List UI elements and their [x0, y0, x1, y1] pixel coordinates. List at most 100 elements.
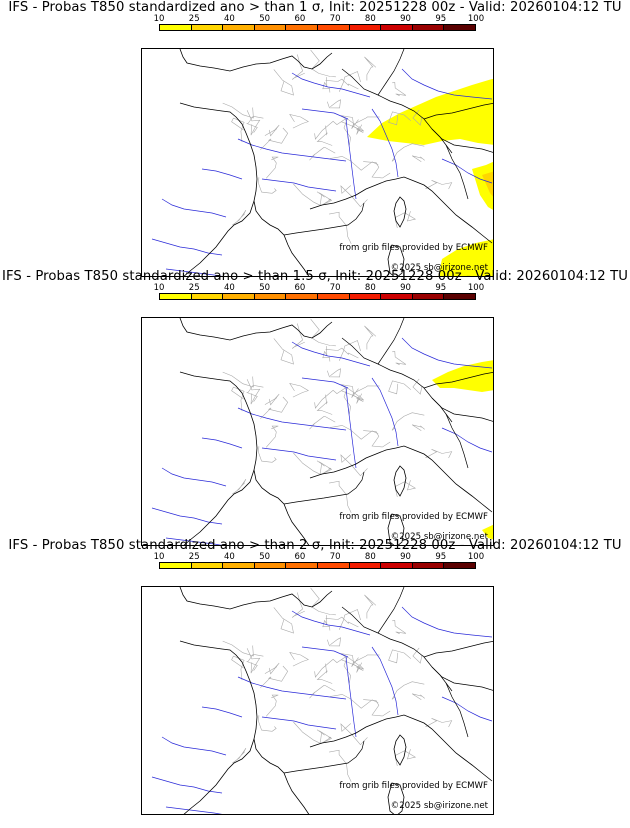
river: [151, 507, 223, 525]
department-border: [258, 715, 277, 732]
scale-tick-label: 50: [259, 283, 271, 293]
scale-color-cell: [317, 563, 350, 568]
department-border: [329, 425, 379, 440]
scale-tick-label: 40: [224, 283, 235, 293]
anomaly-area: [482, 171, 493, 197]
department-border: [231, 386, 245, 412]
river: [301, 108, 349, 120]
river: [291, 341, 371, 367]
department-border: [289, 382, 310, 398]
country-border: [445, 144, 469, 200]
country-border: [423, 641, 493, 658]
river: [237, 407, 347, 431]
country-border: [341, 606, 453, 692]
scale-tick-label: 95: [435, 552, 447, 562]
scale-tick-label: 100: [467, 552, 485, 562]
panel-title: IFS - Probas T850 standardized ano > tha…: [8, 538, 622, 553]
coastline: [183, 469, 255, 545]
department-border: [327, 637, 341, 647]
river: [371, 377, 399, 447]
panel-title: IFS - Probas T850 standardized ano > tha…: [1, 269, 628, 284]
department-border: [322, 346, 331, 362]
scale-color-cell: [412, 25, 445, 30]
scale-tick-label: 10: [153, 283, 165, 293]
department-border: [425, 718, 453, 728]
map-frame: from grib files provided by ECMWF ©2025 …: [141, 317, 494, 546]
department-border: [310, 318, 336, 347]
department-border: [222, 371, 254, 388]
coastline: [309, 176, 493, 244]
department-border: [327, 99, 341, 109]
scale-tick-label: 60: [294, 283, 306, 293]
scale-color-cell: [444, 294, 475, 299]
department-border: [246, 384, 264, 402]
river: [441, 696, 493, 722]
island: [393, 734, 407, 766]
scale-tick-label: 40: [224, 14, 235, 24]
department-border: [231, 655, 245, 681]
scale-labels: 10 25 40 50 60 70 80 90 95 100: [154, 283, 485, 293]
scale-color-cell: [412, 294, 445, 299]
department-border: [246, 115, 264, 133]
scale-tick-label: 80: [364, 14, 376, 24]
scale-color-cell: [412, 563, 445, 568]
credit-copyright: ©2025 sb@irizone.net: [390, 801, 488, 811]
river: [441, 158, 493, 184]
department-border: [351, 654, 380, 667]
scale-color-cell: [286, 25, 318, 30]
department-border: [351, 116, 380, 129]
scale-tick-label: 50: [259, 552, 271, 562]
department-border: [340, 723, 368, 746]
scale-color-cell: [349, 25, 382, 30]
department-border: [260, 396, 289, 419]
scale-tick-label: 60: [294, 14, 306, 24]
river: [371, 646, 399, 716]
department-border: [322, 77, 331, 93]
country-border: [445, 682, 469, 738]
island: [387, 513, 405, 545]
scale-tick-label: 90: [400, 552, 411, 562]
country-border: [431, 397, 493, 422]
coastline: [183, 200, 255, 276]
department-border: [232, 479, 247, 495]
scale-color-cell: [444, 25, 475, 30]
scale-tick-label: 70: [329, 14, 341, 24]
department-border: [291, 54, 305, 80]
country-border: [283, 740, 365, 774]
department-border: [338, 340, 361, 361]
department-border: [273, 607, 294, 634]
map-frame: from grib files provided by ECMWF ©2025 …: [141, 586, 494, 815]
river: [345, 387, 357, 469]
coastline: [183, 738, 255, 814]
scale-tick-label: 90: [400, 283, 411, 293]
department-border: [341, 390, 365, 404]
department-border: [363, 430, 391, 448]
department-border: [329, 694, 379, 709]
river: [261, 716, 337, 730]
scale-tick-label: 25: [188, 552, 200, 562]
scale-tick-label: 80: [364, 283, 376, 293]
scale-tick-label: 50: [259, 14, 271, 24]
department-border: [411, 424, 425, 432]
scale-color-cell: [223, 563, 255, 568]
credit-source: from grib files provided by ECMWF: [339, 781, 488, 791]
river: [151, 238, 223, 256]
scale-bar: [159, 24, 476, 31]
river: [201, 706, 243, 718]
coastline: [309, 714, 493, 782]
scale-color-cell: [381, 563, 413, 568]
department-border: [392, 351, 407, 366]
map-panel-2: IFS - Probas T850 standardized ano > tha…: [0, 269, 630, 546]
river: [301, 377, 349, 389]
scale-color-cell: [254, 563, 287, 568]
river: [161, 198, 227, 218]
river: [237, 138, 347, 162]
department-border: [363, 161, 391, 179]
river: [291, 610, 371, 636]
river: [345, 118, 357, 200]
department-border: [222, 102, 254, 119]
credit-copyright: ©2025 sb@irizone.net: [390, 263, 488, 273]
department-border: [316, 394, 333, 415]
department-border: [291, 592, 305, 618]
river: [291, 72, 371, 98]
